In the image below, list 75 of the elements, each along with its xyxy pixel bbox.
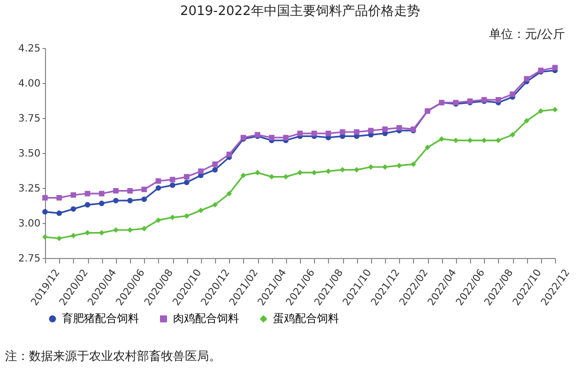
point xyxy=(98,200,104,206)
point xyxy=(156,217,162,223)
point xyxy=(396,125,402,131)
chart-title: 2019-2022年中国主要饲料产品价格走势 xyxy=(180,3,420,19)
point xyxy=(113,198,119,204)
point xyxy=(552,106,558,112)
y-tick-label: 3.00 xyxy=(18,218,40,230)
y-tick-label: 2.75 xyxy=(18,254,40,264)
point xyxy=(127,188,133,194)
point xyxy=(42,234,48,240)
point xyxy=(84,190,90,196)
point xyxy=(212,167,218,173)
y-tick-label: 4.00 xyxy=(18,78,40,90)
point xyxy=(113,188,119,194)
point xyxy=(226,152,232,158)
point xyxy=(496,138,502,144)
point xyxy=(156,185,162,191)
point xyxy=(268,174,274,180)
point xyxy=(283,134,289,140)
point xyxy=(156,178,162,184)
legend-label: 蛋鸡配合饲料 xyxy=(273,312,339,325)
y-tick-label: 3.50 xyxy=(18,148,40,160)
point xyxy=(198,208,204,214)
point xyxy=(283,174,289,180)
point xyxy=(496,97,502,103)
point xyxy=(510,132,516,138)
point xyxy=(410,161,416,167)
y-tick-label: 3.75 xyxy=(18,114,40,124)
point xyxy=(510,91,516,97)
point xyxy=(268,134,274,140)
point xyxy=(552,64,558,70)
point xyxy=(70,232,76,238)
y-tick-label: 3.25 xyxy=(18,184,40,194)
point xyxy=(382,164,388,170)
legend-label: 肉鸡配合饲料 xyxy=(173,312,239,325)
point xyxy=(297,170,303,176)
point xyxy=(254,170,260,176)
point xyxy=(297,130,303,136)
text: 注：数据来源于农业农村部畜牧兽医局。 xyxy=(5,349,221,363)
point xyxy=(198,168,204,174)
point xyxy=(438,136,444,142)
point xyxy=(56,210,62,216)
point xyxy=(170,176,176,182)
point xyxy=(84,202,90,208)
y-tick-label: 4.25 xyxy=(18,44,40,54)
point xyxy=(98,190,104,196)
point xyxy=(141,196,147,202)
point xyxy=(70,192,76,198)
point xyxy=(184,174,190,180)
point xyxy=(127,198,133,204)
point xyxy=(127,227,133,233)
point xyxy=(524,76,530,82)
point xyxy=(42,209,48,215)
point xyxy=(424,144,430,150)
point xyxy=(212,202,218,208)
legend-label: 育肥猪配合饲料 xyxy=(62,312,139,325)
text: 单位：元/公斤 xyxy=(488,27,565,41)
point xyxy=(240,172,246,178)
point xyxy=(326,130,332,136)
point xyxy=(326,168,332,174)
point xyxy=(56,195,62,201)
point xyxy=(354,129,360,135)
point xyxy=(70,206,76,212)
point xyxy=(212,161,218,167)
point xyxy=(226,190,232,196)
point xyxy=(170,214,176,220)
point xyxy=(42,195,48,201)
point xyxy=(184,180,190,186)
point xyxy=(368,128,374,134)
point xyxy=(141,186,147,192)
point xyxy=(170,182,176,188)
point xyxy=(467,138,473,144)
point xyxy=(524,118,530,124)
point xyxy=(382,126,388,132)
point xyxy=(311,130,317,136)
